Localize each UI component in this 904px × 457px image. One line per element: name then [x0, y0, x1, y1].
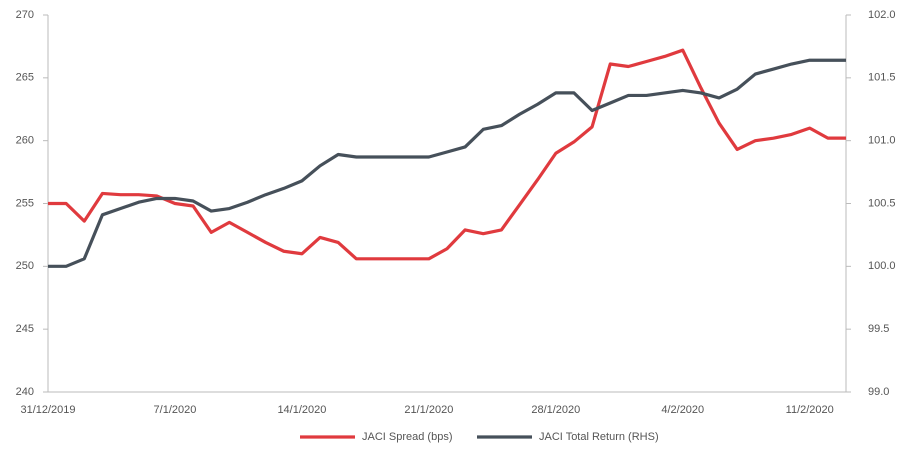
x-tick-label: 14/1/2020: [277, 404, 326, 416]
y-tick-label: 265: [16, 72, 34, 84]
y2-tick-label: 100.0: [868, 260, 896, 272]
x-tick-label: 7/1/2020: [154, 404, 197, 416]
y-tick-label: 255: [16, 197, 34, 209]
y2-tick-label: 100.5: [868, 197, 896, 209]
y2-tick-label: 99.0: [868, 386, 889, 398]
series-line: [48, 58, 846, 268]
y2-tick-label: 101.0: [868, 135, 896, 147]
y-tick-label: 240: [16, 386, 34, 398]
y-tick-label: 250: [16, 260, 34, 272]
legend-label: JACI Spread (bps): [362, 431, 452, 443]
series-line: [48, 48, 846, 261]
y-tick-label: 245: [16, 323, 34, 335]
legend-label: JACI Total Return (RHS): [539, 431, 659, 443]
x-tick-label: 4/2/2020: [661, 404, 704, 416]
y-tick-label: 260: [16, 135, 34, 147]
y2-tick-label: 99.5: [868, 323, 889, 335]
x-tick-label: 31/12/2019: [20, 404, 75, 416]
x-tick-label: 21/1/2020: [404, 404, 453, 416]
y2-tick-label: 102.0: [868, 9, 896, 21]
x-tick-label: 11/2/2020: [786, 404, 834, 416]
x-tick-label: 28/1/2020: [531, 404, 580, 416]
y2-tick-label: 101.5: [868, 72, 896, 84]
y-tick-label: 270: [16, 9, 34, 21]
